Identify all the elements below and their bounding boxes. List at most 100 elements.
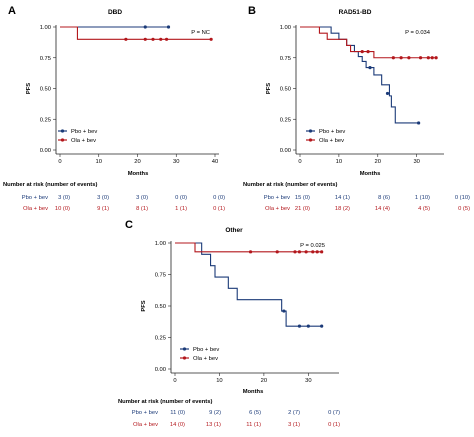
y-tick-label: 0.75: [155, 273, 166, 279]
y-tick-label: 1.00: [155, 241, 166, 247]
risk-cell-ola: 14 (4): [375, 206, 390, 212]
y-tick-label: 0.25: [40, 117, 51, 123]
x-tick-label: 0: [298, 159, 301, 165]
ola-curve: [300, 26, 437, 59]
ola-censor-mark: [293, 250, 297, 254]
y-tick-label: 0.25: [155, 336, 166, 342]
risk-cell-pbo: 0 (7): [328, 410, 340, 416]
risk-cell-pbo: 3 (0): [97, 195, 109, 201]
risk-row-label-pbo: Pbo + bev: [132, 410, 158, 416]
risk-cell-ola: 11 (1): [246, 422, 261, 428]
y-tick-label: 1.00: [40, 25, 51, 31]
x-tick-label: 10: [216, 378, 222, 384]
x-tick-label: 30: [413, 159, 419, 165]
legend-marker: [308, 129, 313, 133]
y-axis-label: PFS: [141, 300, 147, 311]
y-tick-label: 0.75: [40, 56, 51, 62]
risk-row-label-pbo: Pbo + bev: [22, 195, 48, 201]
y-tick-label: 0.50: [155, 304, 166, 310]
legend-label: Pbo + bev: [71, 129, 97, 135]
risk-cell-pbo: 11 (0): [170, 410, 185, 416]
ola-censor-mark: [311, 250, 315, 254]
risk-row-label-ola: Ola + bev: [133, 422, 158, 428]
p-value: P = NC: [191, 30, 210, 36]
y-tick-label: 0.00: [280, 148, 291, 154]
ola-censor-mark: [366, 50, 370, 54]
risk-cell-ola: 9 (1): [97, 206, 109, 212]
legend-marker: [182, 356, 187, 360]
legend-marker: [308, 138, 313, 142]
risk-cell-ola: 3 (1): [288, 422, 300, 428]
pbo-curve: [175, 242, 322, 327]
legend-marker: [60, 138, 65, 142]
ola-censor-mark: [360, 50, 364, 54]
x-axis-label: Months: [243, 389, 264, 395]
pbo-censor-mark: [282, 309, 286, 313]
ola-censor-mark: [275, 250, 279, 254]
pbo-censor-mark: [385, 91, 390, 96]
pbo-curve: [300, 26, 419, 124]
y-tick-label: 0.25: [280, 117, 291, 123]
pbo-censor-mark: [143, 25, 147, 29]
risk-cell-pbo: 8 (6): [378, 195, 390, 201]
legend-label: Pbo + bev: [193, 347, 219, 353]
risk-cell-ola: 0 (1): [213, 206, 225, 212]
p-value: P = 0.025: [300, 243, 325, 249]
ola-censor-mark: [143, 37, 147, 41]
pbo-censor-mark: [297, 324, 302, 328]
risk-cell-ola: 1 (1): [175, 206, 187, 212]
x-tick-label: 20: [134, 159, 140, 165]
x-tick-label: 30: [173, 159, 179, 165]
risk-table-title: Number at risk (number of events): [3, 182, 97, 188]
risk-cell-pbo: 15 (0): [295, 195, 310, 201]
y-tick-label: 0.50: [280, 87, 291, 93]
legend-label: Ola + bev: [193, 356, 218, 362]
panel-title: RAD51-BD: [339, 9, 372, 16]
ola-curve: [175, 242, 322, 253]
risk-cell-pbo: 1 (10): [415, 195, 430, 201]
y-axis-label: PFS: [26, 83, 32, 94]
y-tick-label: 0.00: [155, 367, 166, 373]
x-tick-label: 30: [305, 378, 311, 384]
risk-table-title: Number at risk (number of events): [243, 182, 337, 188]
ola-censor-mark: [164, 37, 169, 41]
p-value: P = 0.034: [405, 30, 431, 36]
panel-letter: B: [248, 5, 256, 17]
risk-cell-ola: 13 (1): [206, 422, 221, 428]
x-axis-label: Months: [128, 171, 149, 177]
panel-c: C Other 0.00 0.25 0.50 0.75 1.00 0 10 20 30 Months P…: [118, 219, 340, 428]
legend-marker: [60, 129, 65, 133]
risk-cell-pbo: 2 (7): [288, 410, 300, 416]
ola-censor-mark: [391, 56, 395, 60]
y-axis-label: PFS: [266, 83, 272, 94]
ola-censor-mark: [151, 37, 155, 41]
x-tick-label: 10: [336, 159, 342, 165]
x-tick-label: 10: [96, 159, 102, 165]
x-tick-label: 20: [261, 378, 267, 384]
legend-label: Ola + bev: [71, 138, 96, 144]
legend-label: Ola + bev: [319, 138, 344, 144]
ola-curve: [60, 26, 212, 40]
ola-censor-mark: [159, 37, 163, 41]
ola-censor-mark: [407, 56, 411, 60]
risk-cell-ola: 21 (0): [295, 206, 310, 212]
risk-cell-pbo: 0 (10): [455, 195, 470, 201]
ola-censor-mark: [418, 56, 423, 60]
panel-letter: C: [125, 219, 133, 231]
legend-marker: [182, 347, 187, 351]
risk-row-label-ola: Ola + bev: [265, 206, 290, 212]
risk-cell-ola: 0 (5): [458, 206, 470, 212]
risk-cell-ola: 14 (0): [170, 422, 185, 428]
risk-cell-pbo: 14 (1): [335, 195, 350, 201]
risk-cell-pbo: 3 (0): [136, 195, 148, 201]
x-tick-label: 20: [375, 159, 381, 165]
panel-a: A DBD 0.00 0.25 0.50 0.75 1.00 0 10 20 30 40 Months P…: [3, 5, 225, 212]
pbo-censor-mark: [306, 324, 310, 328]
panel-title: DBD: [108, 9, 122, 16]
risk-cell-ola: 8 (1): [136, 206, 148, 212]
pbo-censor-mark: [417, 121, 421, 125]
legend-label: Pbo + bev: [319, 129, 345, 135]
x-tick-label: 0: [58, 159, 61, 165]
x-axis-label: Months: [360, 171, 381, 177]
